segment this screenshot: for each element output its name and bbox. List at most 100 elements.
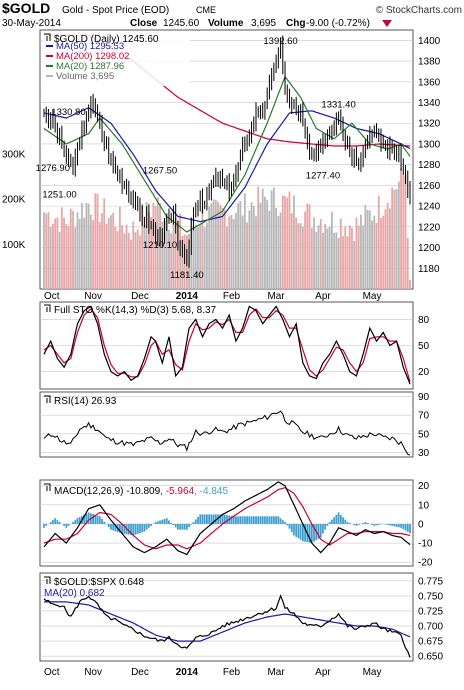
volume-bar — [213, 199, 215, 289]
volume-bar — [324, 224, 326, 289]
volume-bar — [139, 235, 141, 289]
x-tick-label: May — [363, 291, 382, 302]
volume-bar — [293, 195, 295, 289]
macd-histogram-bar — [269, 516, 271, 524]
price-tick-label: 1260 — [418, 181, 441, 192]
price-tick-label: 1360 — [418, 77, 441, 88]
macd-histogram-bar — [409, 524, 411, 533]
volume-bar — [344, 227, 346, 289]
macd-histogram-bar — [235, 516, 237, 524]
macd-histogram-bar — [65, 524, 67, 528]
volume-bar — [108, 218, 110, 289]
macd-histogram-bar — [253, 516, 255, 524]
volume-bar — [347, 236, 349, 289]
volume-bar — [358, 226, 360, 289]
macd-histogram-bar — [358, 524, 360, 525]
price-tick-label: 1180 — [418, 264, 440, 275]
volume-bar — [130, 240, 132, 289]
volume-bar — [302, 226, 304, 289]
volume-bar — [409, 280, 411, 289]
macd-histogram-bar — [99, 516, 101, 524]
x-tick-label: Oct — [44, 667, 60, 678]
macd-histogram-bar — [389, 524, 391, 525]
volume-bar — [228, 216, 230, 289]
macd-histogram-bar — [266, 516, 268, 524]
x-tick-label: Mar — [267, 291, 285, 302]
macd-histogram-bar — [173, 524, 175, 525]
volume-bar — [253, 206, 255, 289]
macd-histogram-bar — [344, 520, 346, 524]
volume-bar — [59, 232, 61, 289]
macd-histogram-bar — [108, 524, 110, 527]
volume-bar — [369, 211, 371, 289]
ratio-tick-label: 0.700 — [418, 622, 443, 633]
instrument-name: Gold - Spot Price (EOD) — [62, 5, 169, 16]
volume-bar — [246, 222, 248, 289]
macd-histogram-bar — [181, 524, 183, 530]
volume-bar — [248, 210, 250, 289]
volume-bar — [86, 203, 88, 289]
volume-bar — [235, 213, 237, 289]
macd-histogram-bar — [280, 518, 282, 524]
macd-histogram-bar — [405, 524, 407, 531]
volume-bar — [329, 227, 331, 289]
volume-bar — [54, 219, 56, 289]
volume-bar — [313, 217, 315, 289]
macd-histogram-bar — [327, 524, 329, 526]
x-tick-label: Mar — [267, 667, 285, 678]
volume-bar — [331, 212, 333, 289]
price-tick-label: 1380 — [418, 57, 441, 68]
volume-bar — [226, 226, 228, 289]
volume-bar — [128, 233, 130, 289]
macd-histogram-bar — [68, 524, 70, 526]
macd-histogram-bar — [43, 524, 45, 528]
macd-histogram-bar — [208, 514, 210, 524]
macd-title: MACD(12,26,9) -10.809, -5.964, -4.845 — [54, 486, 228, 497]
volume-bar — [50, 227, 52, 289]
macd-tick-label: 0 — [418, 519, 424, 530]
macd-histogram-bar — [349, 523, 351, 524]
volume-bar — [333, 233, 335, 289]
volume-bar — [389, 208, 391, 289]
macd-histogram-bar — [356, 524, 358, 526]
date: 30-May-2014 — [2, 18, 61, 29]
volume-bar — [349, 225, 351, 289]
macd-histogram-bar — [367, 523, 369, 524]
ratio-tick-label: 0.650 — [418, 652, 443, 663]
ratio-ma-legend: MA(20) 0.682 — [44, 588, 105, 599]
price-annotation: 1267.50 — [143, 166, 177, 177]
volume-bar — [269, 211, 271, 289]
macd-histogram-bar — [260, 516, 262, 524]
volume-bar — [61, 207, 63, 289]
macd-histogram-bar — [72, 522, 74, 524]
volume-bar — [338, 238, 340, 289]
exchange: CME — [196, 5, 216, 15]
macd-histogram-bar — [202, 514, 204, 524]
macd-histogram-bar — [54, 518, 56, 524]
macd-histogram-bar — [331, 520, 333, 524]
macd-histogram-bar — [97, 516, 99, 524]
volume-bar — [353, 241, 355, 289]
volume-bar — [300, 223, 302, 289]
ratio-tick-label: 0.725 — [418, 606, 443, 617]
volume-bar — [318, 225, 320, 289]
macd-histogram-bar — [295, 524, 297, 537]
macd-histogram-bar — [246, 516, 248, 524]
chg-value: -9.00 (-0.72%) — [306, 18, 370, 29]
volume-bar — [311, 228, 313, 289]
macd-histogram-bar — [347, 522, 349, 524]
macd-histogram-bar — [193, 522, 195, 524]
volume-bar — [382, 216, 384, 289]
volume-bar — [251, 202, 253, 289]
volume-bar — [264, 197, 266, 289]
volume-bar — [289, 192, 291, 289]
macd-histogram-bar — [251, 516, 253, 524]
macd-histogram-bar — [204, 514, 206, 524]
macd-histogram-bar — [311, 524, 313, 543]
macd-histogram-bar — [300, 524, 302, 540]
sto-title: Full STO %K(14,3) %D(3) 5.68, 8.37 — [54, 305, 217, 316]
macd-histogram-bar — [197, 517, 199, 524]
macd-histogram-bar — [376, 524, 378, 525]
